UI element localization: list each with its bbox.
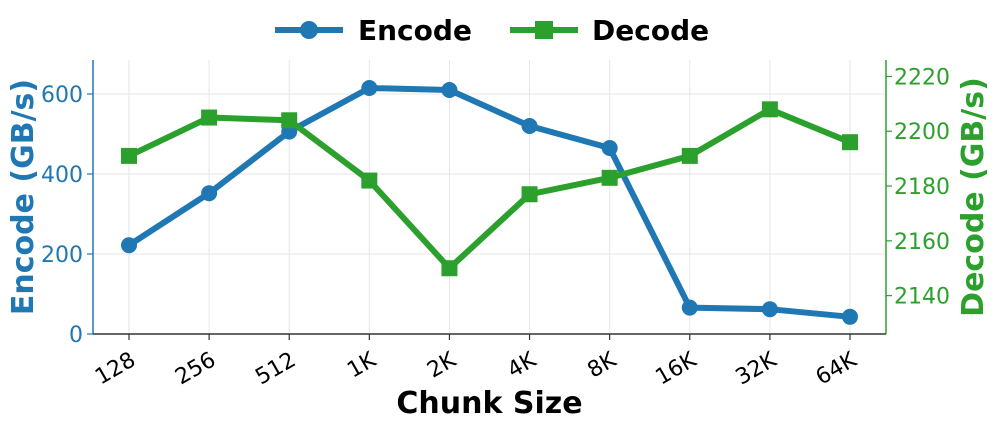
- decode-marker: [842, 134, 858, 151]
- encode-marker: [761, 301, 778, 318]
- x-tick-label: 256: [171, 348, 220, 391]
- decode-marker: [121, 147, 137, 164]
- decode-marker: [681, 147, 698, 164]
- y-right-tick-label: 2140: [894, 285, 950, 310]
- encode-marker: [441, 82, 458, 98]
- y-left-tick-label: 400: [41, 163, 83, 188]
- series-layer: [121, 80, 858, 325]
- encode-marker: [842, 308, 858, 325]
- legend: Encode Decode: [275, 14, 709, 47]
- encode-marker: [201, 185, 218, 202]
- decode-marker: [601, 169, 618, 186]
- x-tick-label: 4K: [503, 347, 541, 383]
- x-tick-label: 64K: [812, 347, 862, 390]
- x-axis-title: Chunk Size: [396, 386, 582, 421]
- encode-marker: [521, 118, 538, 134]
- x-tick-label: 128: [91, 348, 140, 391]
- legend-encode-marker: [300, 21, 318, 39]
- x-tick-label: 16K: [652, 347, 702, 390]
- y-right-tick-label: 2200: [894, 120, 950, 145]
- decode-marker: [441, 260, 458, 277]
- y-right-tick-label: 2160: [894, 230, 950, 255]
- encode-line: [126, 85, 853, 320]
- decode-marker: [761, 101, 778, 118]
- legend-decode-marker: [535, 21, 553, 39]
- encode-marker: [681, 299, 698, 316]
- legend-encode-label: Encode: [358, 14, 472, 47]
- encode-marker: [361, 80, 378, 96]
- legend-decode-label: Decode: [592, 14, 709, 47]
- y-right-tick-label: 2220: [894, 65, 950, 90]
- x-tick-label: 32K: [732, 347, 782, 390]
- decode-line: [126, 106, 853, 272]
- y-left-tick-label: 600: [41, 83, 83, 108]
- decode-marker: [361, 172, 378, 189]
- y-left-tick-label: 200: [41, 243, 83, 268]
- encode-marker: [121, 237, 137, 254]
- decode-marker: [201, 109, 218, 126]
- x-tick-label: 1K: [343, 347, 381, 383]
- decode-marker: [281, 112, 298, 129]
- y-right-tick-label: 2180: [894, 175, 950, 200]
- y-axis-right-title: Decode (GB/s): [956, 77, 991, 317]
- decode-marker: [521, 186, 538, 203]
- x-tick-label: 512: [251, 348, 300, 391]
- x-tick-label: 2K: [423, 347, 461, 383]
- encode-marker: [601, 140, 618, 156]
- y-left-tick-label: 0: [69, 323, 83, 348]
- y-axis-left-title: Encode (GB/s): [6, 79, 41, 315]
- x-tick-label: 8K: [584, 347, 622, 383]
